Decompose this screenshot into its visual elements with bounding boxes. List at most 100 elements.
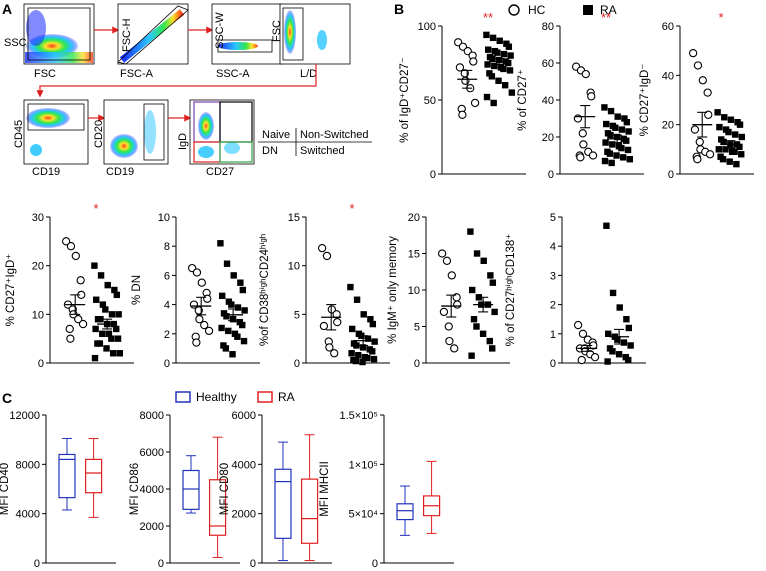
ra-point <box>108 311 116 318</box>
ra-point <box>720 138 727 146</box>
hc-point <box>577 355 586 365</box>
ra-point <box>483 93 491 101</box>
ra-point <box>369 320 377 328</box>
hc-point <box>469 57 478 66</box>
hc-point <box>78 319 88 329</box>
ra-point <box>360 311 367 318</box>
hc-point <box>437 249 447 258</box>
y-axis-label: % CD27⁺IgD⁻ <box>639 64 651 137</box>
ra-point <box>91 262 98 269</box>
y-tick-label: 0 <box>294 358 300 370</box>
flow-gating: SSC FSC FSC-H FSC-A SSC-W SSC-A FS <box>4 3 372 178</box>
y-tick-label: 4 <box>164 300 170 312</box>
ra-point <box>99 301 107 308</box>
flow-plot-5-xlabel: CD19 <box>32 166 60 178</box>
ra-point <box>508 89 516 96</box>
hc-point <box>194 306 203 315</box>
hc-point <box>333 317 342 327</box>
y-axis-label: % DN <box>131 275 143 305</box>
hc-point <box>330 349 339 358</box>
y-tick-label: 10 <box>158 212 170 224</box>
ra-point <box>218 324 225 332</box>
chart-5: 0 2 4 6 8 10 % DN <box>131 212 260 370</box>
legend-hc-marker <box>508 4 520 16</box>
flow-plot-3-ylabel: SSC-W <box>214 12 226 49</box>
ra-point <box>614 336 621 343</box>
chart-7: 0 5 10 15 20 % IgM⁺ only memory <box>387 212 510 370</box>
hc-point <box>192 338 201 347</box>
y-tick-label: 40 <box>662 70 674 82</box>
y-tick-label: 5 <box>414 322 420 334</box>
ra-point <box>468 352 475 359</box>
ra-point <box>109 350 117 357</box>
ra-point <box>602 139 609 146</box>
chart-4: 0 10 20 30 % CD27⁺IgD⁺ * <box>5 201 134 370</box>
flow-plot-6: CD20 CD19 <box>93 99 169 178</box>
y-tick-label: 15 <box>288 212 300 224</box>
ra-point <box>469 286 476 294</box>
ra-point <box>355 352 362 359</box>
chart-8: 0 1 2 3 4 5 % of CD27ʰⁱᵍʰCD138⁺ <box>504 212 646 370</box>
flow-plot-1-ylabel: SSC <box>4 37 27 49</box>
y-axis-label: MFI CD40 <box>0 463 11 515</box>
ra-point <box>714 109 721 116</box>
y-tick-label: 2000 <box>232 509 256 521</box>
hc-point <box>447 271 456 280</box>
ra-point <box>369 348 376 355</box>
hc-point <box>71 251 80 261</box>
significance-marker: ** <box>601 10 611 25</box>
y-tick-label: 20 <box>408 212 420 224</box>
ra-point <box>605 330 612 337</box>
ra-point <box>505 43 513 50</box>
ra-point <box>603 120 610 128</box>
ra-point <box>500 65 507 73</box>
hc-point <box>322 251 332 261</box>
ra-point <box>92 325 99 333</box>
hc-point <box>65 324 74 334</box>
y-tick-label: 30 <box>32 212 44 224</box>
ra-point <box>496 37 503 44</box>
ra-point <box>613 152 620 159</box>
y-tick-label: 5 <box>294 309 300 321</box>
box <box>301 478 319 544</box>
ra-point <box>625 324 633 332</box>
hc-point <box>590 353 600 362</box>
ra-point <box>615 351 623 358</box>
legend-ra-box-label: RA <box>278 390 295 404</box>
y-tick-label: 3 <box>550 270 556 282</box>
ra-point <box>623 119 631 126</box>
ra-point <box>719 156 727 163</box>
flow-plot-2: FSC-H FSC-A <box>117 3 189 80</box>
hc-point <box>192 268 202 277</box>
y-tick-label: 1.5×10⁵ <box>339 410 378 422</box>
y-tick-label: 8 <box>164 241 170 253</box>
y-tick-label: 8000 <box>16 459 40 471</box>
ra-point <box>223 313 230 320</box>
ra-point <box>347 283 354 291</box>
y-tick-label: 10 <box>408 285 420 297</box>
y-tick-label: 20 <box>662 120 674 132</box>
hc-point <box>442 256 452 265</box>
hc-point <box>327 305 336 314</box>
flow-plot-4-xlabel: L/D <box>300 68 317 80</box>
ra-point <box>484 61 491 68</box>
significance-marker: * <box>93 201 98 216</box>
ra-point <box>364 335 372 342</box>
hc-point <box>76 276 85 285</box>
ra-point <box>91 354 99 362</box>
ra-point <box>620 339 628 346</box>
y-tick-label: 8000 <box>140 410 164 422</box>
ra-point <box>505 59 512 67</box>
legend-hc-label: HC <box>528 3 546 17</box>
ra-point <box>609 289 617 297</box>
ra-point <box>609 348 616 355</box>
chart-12: 0 5×10⁴ 1×10⁵ 1.5×10⁵ MFI MHCII <box>319 410 454 570</box>
ra-point <box>359 358 366 366</box>
chart-10: 0 2000 4000 6000 8000 MFI CD86 <box>129 410 240 570</box>
y-tick-label: 6000 <box>232 410 256 422</box>
y-tick-label: 5 <box>550 212 556 224</box>
legend-ra-marker <box>583 5 593 15</box>
ra-point <box>105 330 113 337</box>
ra-point <box>367 316 374 323</box>
box <box>58 453 76 499</box>
